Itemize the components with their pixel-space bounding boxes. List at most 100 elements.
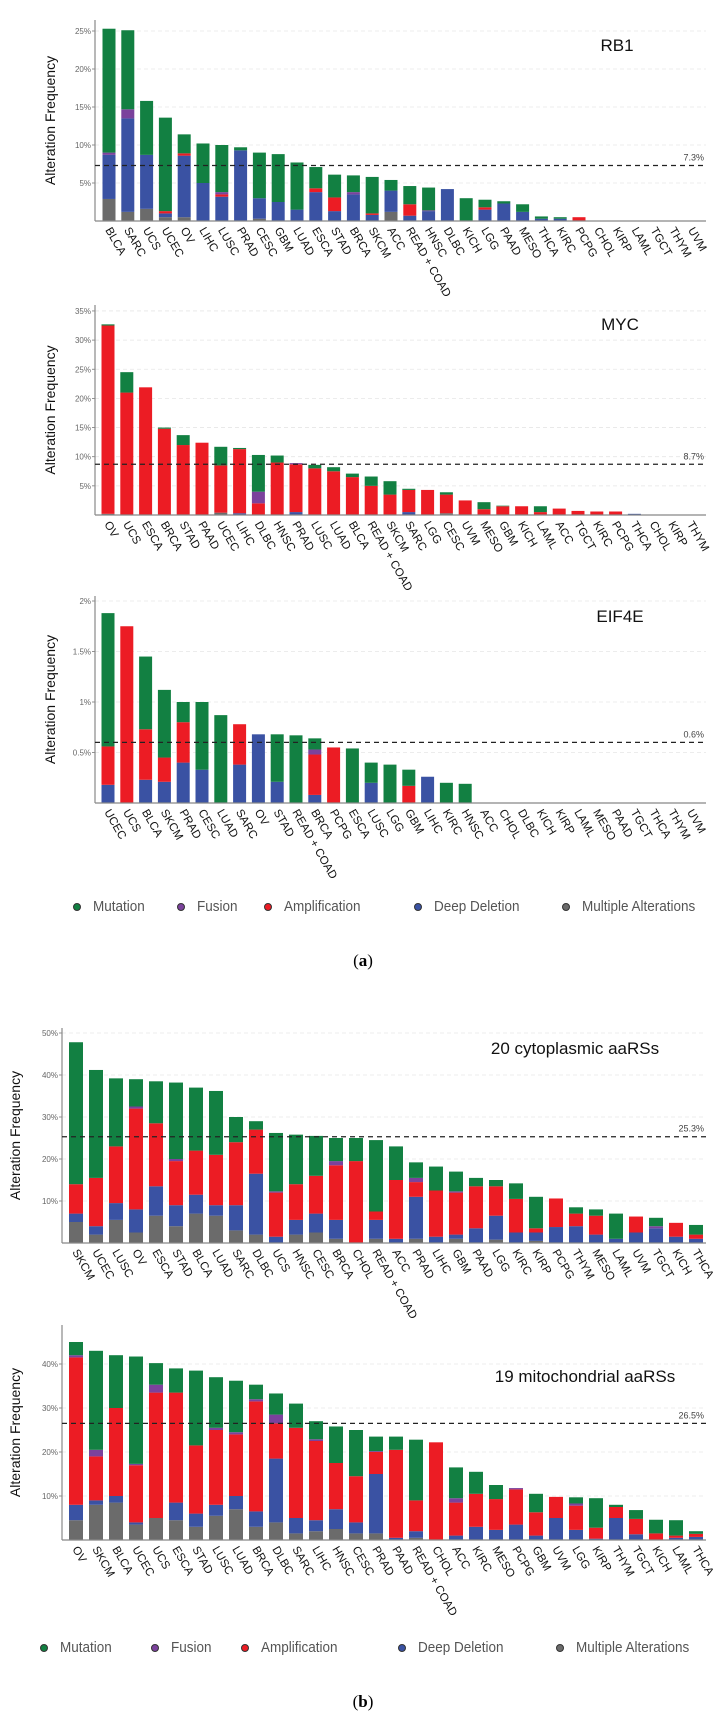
bar-segment-mutation [609,1213,623,1239]
bar-segment-mutation [402,488,416,490]
bar-kich [669,1222,683,1243]
bar-lihc [421,776,435,803]
y-axis-label: Alteration Frequency [42,56,58,185]
bar-segment-mutation [383,764,397,803]
bar-kich [459,198,473,221]
bar-segment-deep-deletion [478,209,492,221]
bar-segment-deep-deletion [389,1238,403,1243]
bar-segment-mutation [553,217,567,219]
bar-luad [229,1380,243,1540]
average-label: 26.5% [678,1410,704,1420]
bar-thca [689,1224,703,1243]
bar-gbm [529,1493,543,1540]
bar-segment-deep-deletion [158,213,172,218]
bar-segment-multiple-alterations [109,1502,123,1540]
bar-segment-deep-deletion [269,1458,283,1523]
bar-segment-multiple-alterations [121,211,135,221]
bar-dlbc [440,189,454,221]
bar-ucec [214,446,228,515]
bar-read-coad [409,1439,423,1540]
bar-lihc [233,447,247,515]
legend-item-deep-deletion: Deep Deletion [414,898,529,915]
bar-segment-deep-deletion [349,1522,363,1534]
bar-segment-mutation [89,1350,103,1450]
bar-segment-mutation [209,1090,223,1155]
x-tick-label: KIRP [589,1545,613,1575]
bar-acc [449,1467,463,1540]
bar-segment-mutation [589,1498,603,1528]
chart-3: 0.5%1%1.5%2%UCECUCSBLCASKCMPRADCESCLUADS… [42,596,707,881]
bar-segment-deep-deletion [529,1535,543,1540]
x-tick-label: THCA [689,1248,715,1281]
bar-segment-mutation [189,1087,203,1151]
bar-segment-deep-deletion [101,784,115,803]
bar-segment-amplification [569,1213,583,1227]
bar-segment-deep-deletion [169,1205,183,1227]
bar-segment-amplification [509,1198,523,1233]
bar-segment-amplification [101,746,115,785]
bar-hnsc [289,1134,303,1243]
bar-brca [249,1384,263,1540]
bar-segment-amplification [389,1449,403,1538]
bar-segment-deep-deletion [689,1238,703,1243]
bar-segment-deep-deletion [129,1522,143,1525]
bar-segment-amplification [549,1496,563,1518]
bar-segment-amplification [489,1186,503,1216]
bar-segment-fusion [409,1177,423,1183]
chart-title: EIF4E [596,607,643,626]
bar-segment-deep-deletion [249,1511,263,1527]
bar-segment-mutation [69,1342,83,1356]
bar-segment-deep-deletion [402,512,416,515]
bar-segment-deep-deletion [289,1518,303,1534]
bar-segment-mutation [229,1117,243,1143]
bar-segment-multiple-alterations [369,1238,383,1243]
bar-segment-deep-deletion [409,1531,423,1538]
bar-segment-amplification [195,442,209,515]
bar-meso [477,502,491,515]
bar-segment-multiple-alterations [252,218,266,221]
bar-segment-amplification [365,213,379,215]
bar-segment-multiple-alterations [158,217,172,221]
bar-lusc [209,1377,223,1540]
bar-segment-mutation [422,187,436,211]
y-tick-label: 25% [75,27,91,36]
bar-segment-fusion [229,1432,243,1435]
bar-kirc [509,1183,523,1243]
bar-prad [176,702,190,803]
bar-segment-fusion [215,192,229,195]
bar-segment-mutation [215,145,229,193]
bar-pcpg [509,1488,523,1540]
bar-segment-mutation [270,734,284,782]
bar-segment-amplification [509,1489,523,1525]
bar-segment-mutation [176,702,190,723]
bar-stad [270,734,284,803]
bar-segment-multiple-alterations [269,1522,283,1540]
bar-lgg [383,764,397,803]
y-tick-label: 25% [75,365,91,374]
bar-segment-deep-deletion [509,1524,523,1540]
bar-segment-mutation [364,762,378,783]
deep-deletion-dot-icon [398,1643,406,1652]
bar-segment-deep-deletion [102,154,116,199]
bar-gbm [402,769,416,803]
bar-segment-fusion [251,491,265,504]
bar-lgg [478,199,492,221]
bar-segment-deep-deletion [169,1502,183,1521]
bar-segment-fusion [102,152,116,155]
bar-segment-deep-deletion [589,1234,603,1243]
bar-segment-deep-deletion [234,150,248,221]
bar-segment-multiple-alterations [89,1504,103,1540]
bar-segment-amplification [309,1175,323,1214]
bar-cesc [439,492,453,515]
bar-segment-fusion [308,749,322,755]
bar-segment-amplification [349,1161,363,1243]
bar-segment-amplification [157,428,171,515]
bar-ov [251,734,265,803]
bar-pcpg [609,511,623,515]
bar-segment-amplification [308,754,322,795]
bar-segment-mutation [439,782,453,803]
bar-segment-mutation [429,1166,443,1191]
bar-ucs [120,372,134,515]
y-tick-label: 40% [42,1360,58,1369]
bar-lgg [421,489,435,515]
